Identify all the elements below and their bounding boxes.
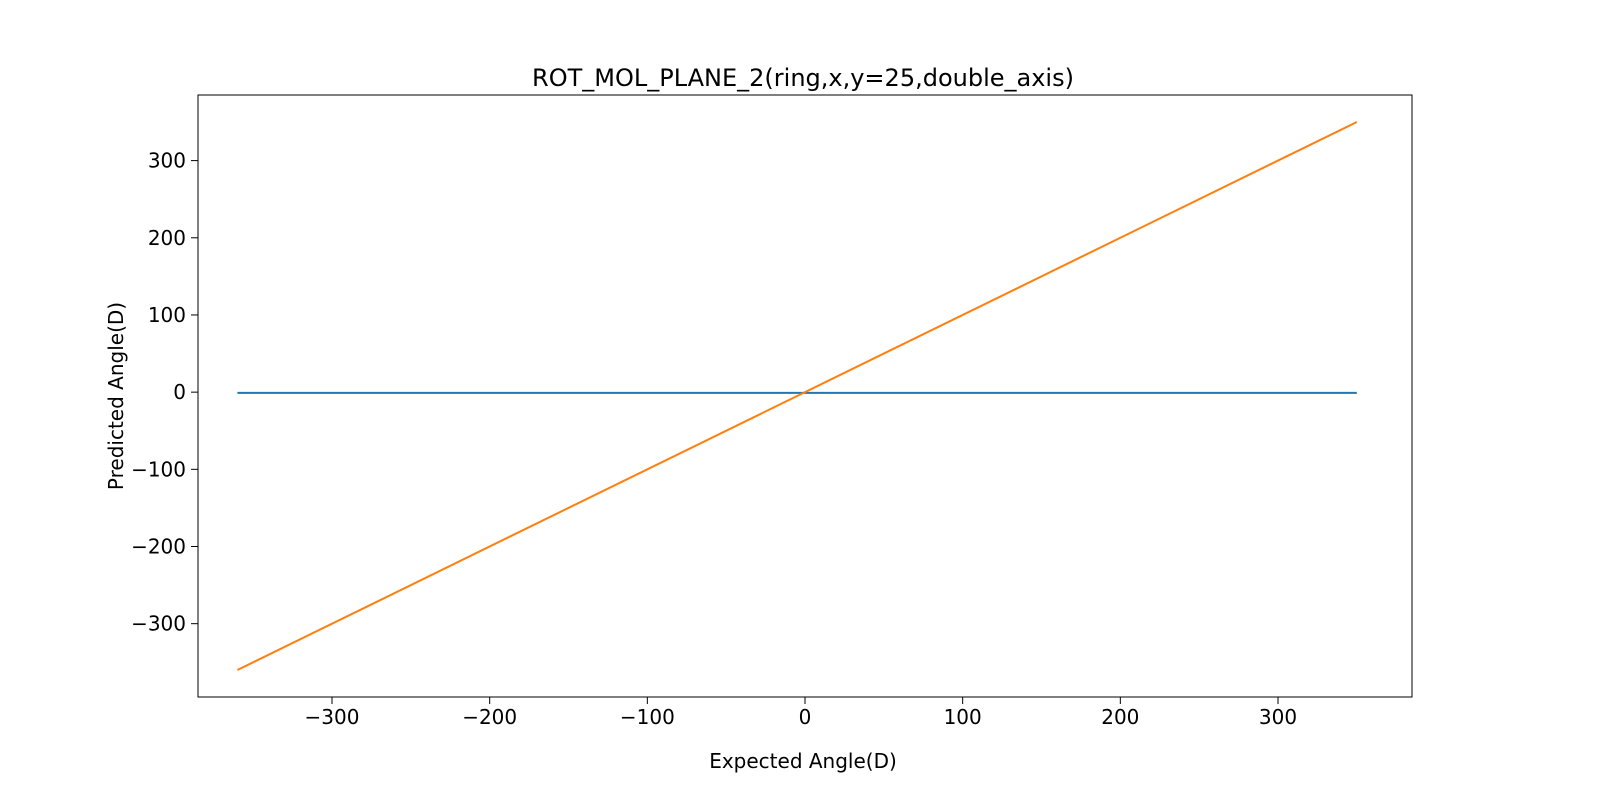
y-tick-label: −300 <box>131 612 186 636</box>
series-line-2 <box>236 121 1358 671</box>
x-axis-label: Expected Angle(D) <box>709 749 897 773</box>
x-tick-label: 0 <box>799 705 812 729</box>
x-axis: −300 −200 −100 0 100 200 300 <box>305 697 1297 729</box>
plot-frame <box>197 94 1413 698</box>
y-tick-label: −100 <box>131 457 186 481</box>
y-tick-label: −200 <box>131 535 186 559</box>
plot-area <box>197 94 1413 698</box>
x-tick-label: 200 <box>1101 705 1139 729</box>
chart-title: ROT_MOL_PLANE_2(ring,x,y=25,double_axis) <box>532 64 1074 92</box>
y-tick-label: 0 <box>173 380 186 404</box>
y-tick-label: 100 <box>148 303 186 327</box>
y-tick-label: 200 <box>148 226 186 250</box>
y-axis: −300 −200 −100 0 100 200 300 <box>131 149 198 636</box>
x-tick-label: −100 <box>620 705 675 729</box>
x-tick-label: 100 <box>944 705 982 729</box>
x-tick-label: −300 <box>305 705 360 729</box>
y-tick-label: 300 <box>148 149 186 173</box>
x-tick-label: 300 <box>1259 705 1297 729</box>
x-tick-label: −200 <box>462 705 517 729</box>
y-axis-label: Predicted Angle(D) <box>104 302 128 490</box>
